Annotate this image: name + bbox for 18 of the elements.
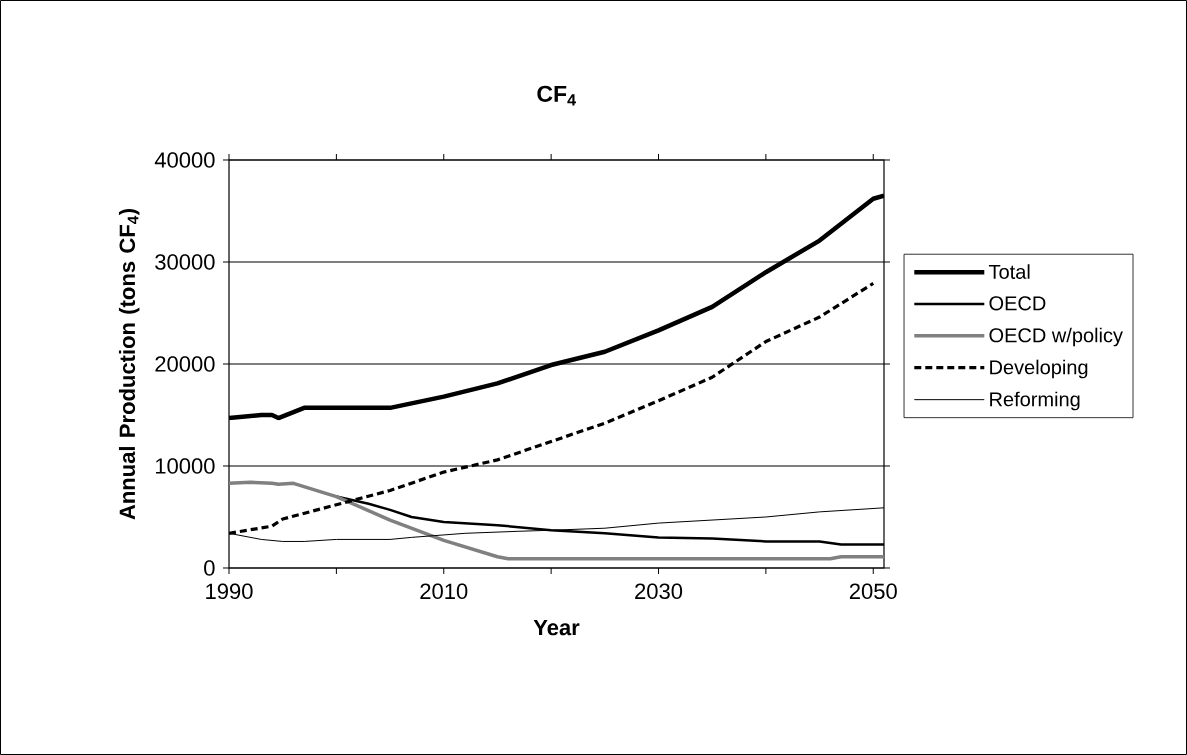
y-axis-title: Annual Production (tons CF$_{4}$) bbox=[118, 209, 140, 520]
x-axis-title: Year bbox=[533, 619, 580, 636]
legend-label: OECD w/policy bbox=[989, 327, 1123, 347]
legend-label: Reforming bbox=[990, 391, 1080, 411]
y-tick-label: 20000 bbox=[155, 356, 215, 372]
x-tick-label: 2010 bbox=[420, 583, 468, 600]
legend-label: Developing bbox=[990, 359, 1088, 379]
x-tick-label: 2050 bbox=[849, 583, 897, 600]
y-tick-label: 30000 bbox=[155, 254, 215, 270]
chart-title: CF$_{4}$ bbox=[537, 85, 576, 106]
line-series bbox=[229, 480, 884, 561]
y-tick-label: 0 bbox=[204, 560, 215, 576]
legend-label: OECD bbox=[989, 296, 1046, 311]
legend-label: Total bbox=[989, 264, 1030, 279]
y-tick-label: 10000 bbox=[155, 458, 215, 474]
x-tick-label: 2030 bbox=[635, 583, 683, 600]
y-tick-label: 40000 bbox=[154, 152, 215, 168]
x-tick-label: 1990 bbox=[206, 583, 253, 600]
